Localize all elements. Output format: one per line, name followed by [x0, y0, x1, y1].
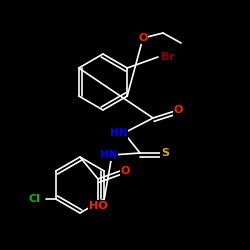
Text: HN: HN [100, 150, 118, 160]
Text: HO: HO [89, 201, 107, 211]
Text: Cl: Cl [29, 194, 41, 204]
Text: S: S [161, 148, 169, 158]
Text: Br: Br [161, 52, 175, 62]
Text: HN: HN [110, 128, 128, 138]
Text: O: O [138, 33, 148, 43]
Text: O: O [173, 105, 183, 115]
Text: O: O [120, 166, 130, 176]
